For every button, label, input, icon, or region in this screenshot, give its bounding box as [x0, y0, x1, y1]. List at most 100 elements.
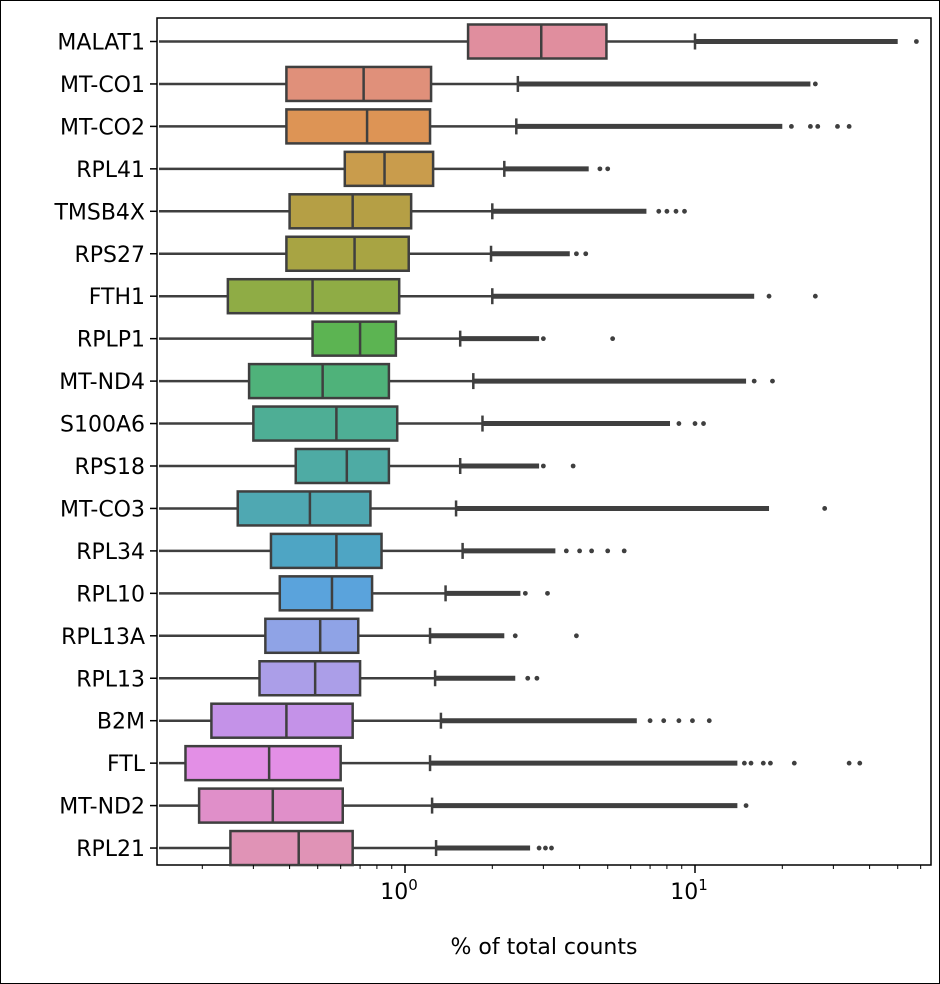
box-mt-nd4: [159, 362, 775, 400]
category-label-mt-co3: MT-CO3: [60, 497, 145, 522]
outlier-point: [789, 124, 794, 129]
box-iqr: [288, 193, 413, 230]
box-rps27: [159, 235, 589, 272]
outlier-point: [525, 675, 531, 681]
outlier-point: [770, 378, 775, 384]
box-malat1: [159, 23, 919, 60]
category-labels: MALAT1 MT-CO1 MT-CO2 RPL41 TMSB4X RPS27 FTH1 RP…: [53, 31, 157, 862]
outlier-point: [661, 718, 667, 724]
outlier-point: [512, 633, 518, 639]
outlier-point: [656, 208, 662, 214]
box-iqr: [247, 362, 391, 400]
outlier-point: [812, 293, 818, 299]
box-mt-nd2: [159, 787, 749, 824]
outlier-point: [563, 548, 569, 554]
outlier-point: [692, 421, 698, 426]
outlier-point: [574, 633, 579, 639]
outlier-point: [808, 124, 813, 129]
box-rpl34: [159, 532, 627, 570]
box-ftl: [159, 744, 863, 782]
outlier-point: [664, 208, 670, 214]
boxes-layer: [159, 23, 919, 867]
box-iqr: [264, 617, 360, 655]
outlier-point: [676, 718, 682, 724]
box-iqr: [285, 235, 410, 272]
category-label-s100a6: S100A6: [60, 413, 145, 438]
outlier-point: [577, 548, 582, 554]
outlier-point: [812, 81, 818, 87]
outlier-point: [540, 463, 546, 469]
box-mt-co3: [159, 490, 828, 527]
x-tick-label: 101: [670, 876, 708, 905]
outlier-point: [543, 845, 548, 851]
outlier-point: [605, 166, 611, 172]
outlier-point: [741, 760, 747, 766]
outlier-point: [857, 760, 863, 766]
outlier-point: [706, 718, 712, 724]
box-iqr: [285, 108, 432, 145]
category-label-mt-co2: MT-CO2: [60, 115, 145, 140]
box-iqr: [466, 23, 608, 60]
outlier-point: [846, 760, 852, 766]
box-rpl10: [159, 575, 550, 612]
category-label-malat1: MALAT1: [57, 31, 145, 56]
outlier-point: [621, 548, 627, 554]
category-label-rps27: RPS27: [74, 243, 145, 268]
box-rpl21: [159, 829, 554, 867]
box-iqr: [285, 65, 433, 103]
outlier-point: [647, 718, 653, 724]
box-iqr: [311, 320, 398, 357]
category-label-fth1: FTH1: [89, 285, 145, 310]
box-iqr: [258, 660, 362, 697]
outlier-point: [673, 208, 679, 214]
outlier-point: [545, 590, 550, 596]
box-iqr: [269, 532, 383, 570]
category-label-rpl21: RPL21: [76, 837, 145, 862]
outlier-point: [791, 760, 797, 766]
category-label-b2m: B2M: [97, 710, 145, 735]
box-iqr: [229, 829, 354, 867]
outlier-point: [682, 208, 687, 214]
category-label-rpl13: RPL13: [76, 667, 145, 692]
category-label-mt-nd4: MT-ND4: [59, 370, 145, 395]
outlier-point: [536, 845, 542, 851]
box-fth1: [159, 277, 818, 315]
x-axis-ticks: 100 101: [201, 865, 922, 905]
category-label-mt-co1: MT-CO1: [60, 73, 145, 98]
box-iqr: [210, 702, 354, 739]
outlier-point: [549, 845, 554, 851]
outlier-point: [676, 421, 682, 426]
category-label-rpl13a: RPL13A: [61, 625, 145, 650]
outlier-point: [822, 506, 828, 511]
box-iqr: [294, 447, 391, 485]
outlier-point: [815, 124, 821, 129]
plot-area: [156, 17, 932, 866]
outlier-point: [540, 336, 546, 342]
box-iqr: [343, 150, 435, 188]
box-mt-co1: [159, 65, 818, 103]
box-mt-co2: [159, 108, 852, 145]
outlier-point: [701, 421, 706, 426]
outlier-point: [690, 718, 695, 724]
box-tmsb4x: [159, 193, 687, 230]
outlier-point: [534, 675, 540, 681]
category-label-rpl34: RPL34: [76, 540, 145, 565]
box-rpl13: [159, 660, 540, 697]
outlier-point: [766, 293, 772, 299]
category-label-mt-nd2: MT-ND2: [59, 795, 145, 820]
category-label-ftl: FTL: [107, 752, 146, 777]
outlier-point: [846, 124, 852, 129]
box-iqr: [197, 787, 344, 824]
box-b2m: [159, 702, 712, 739]
box-s100a6: [159, 405, 706, 442]
outlier-point: [574, 251, 579, 257]
outlier-point: [751, 378, 757, 384]
category-label-rps18: RPS18: [74, 455, 145, 480]
outlier-point: [768, 760, 773, 766]
outlier-point: [597, 166, 603, 172]
box-rps18: [159, 447, 576, 485]
outlier-point: [835, 124, 840, 129]
category-label-rpl10: RPL10: [76, 582, 145, 607]
category-label-rpl41: RPL41: [76, 158, 145, 183]
